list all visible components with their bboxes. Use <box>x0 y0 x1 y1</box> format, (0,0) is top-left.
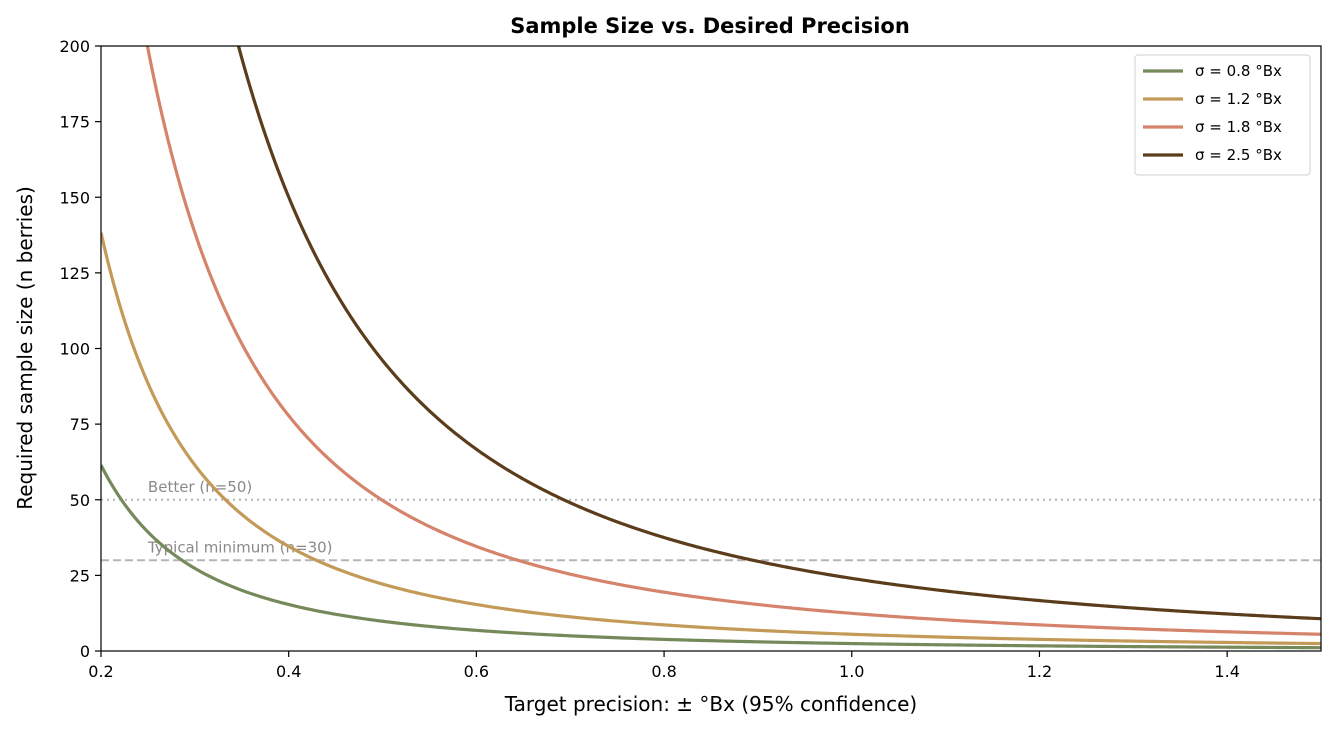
y-axis: 0 25 50 75 100 125 150 175 200 <box>59 37 101 661</box>
x-tick-label: 0.6 <box>464 662 489 681</box>
reference-line-label: Better (n=50) <box>148 478 252 496</box>
legend: σ = 0.8 °Bx σ = 1.2 °Bx σ = 1.8 °Bx σ = 2.5… <box>1134 54 1311 176</box>
series-line <box>101 232 1321 646</box>
chart-title: Sample Size vs. Desired Precision <box>510 14 910 38</box>
series-line <box>236 46 1321 621</box>
series-line <box>101 464 1321 650</box>
legend-label: σ = 1.2 °Bx <box>1195 90 1282 108</box>
y-tick-label: 200 <box>59 37 90 56</box>
legend-box <box>1134 54 1311 176</box>
y-tick-label: 75 <box>70 415 90 434</box>
legend-label: σ = 2.5 °Bx <box>1195 146 1282 164</box>
x-tick-label: 0.4 <box>276 662 301 681</box>
x-axis: 0.2 0.4 0.6 0.8 1.0 1.2 1.4 <box>88 651 1240 681</box>
y-tick-label: 25 <box>70 566 90 585</box>
legend-label: σ = 0.8 °Bx <box>1195 62 1282 80</box>
x-tick-label: 0.2 <box>88 662 113 681</box>
reference-line-label: Typical minimum (n=30) <box>147 538 333 556</box>
x-tick-label: 1.2 <box>1027 662 1052 681</box>
x-tick-label: 1.4 <box>1214 662 1239 681</box>
series-line <box>145 46 1321 636</box>
legend-label: σ = 1.8 °Bx <box>1195 118 1282 136</box>
x-tick-label: 1.0 <box>839 662 864 681</box>
y-tick-label: 0 <box>80 642 90 661</box>
y-tick-label: 50 <box>70 491 90 510</box>
y-tick-label: 125 <box>59 264 90 283</box>
series-lines <box>101 46 1321 650</box>
reference-lines: Better (n=50) Typical minimum (n=30) <box>101 478 1321 562</box>
y-axis-label: Required sample size (n berries) <box>13 186 37 510</box>
y-tick-label: 150 <box>59 188 90 207</box>
y-tick-label: 175 <box>59 113 90 132</box>
x-axis-label: Target precision: ± °Bx (95% confidence) <box>504 692 917 716</box>
y-tick-label: 100 <box>59 340 90 359</box>
x-tick-label: 0.8 <box>651 662 676 681</box>
